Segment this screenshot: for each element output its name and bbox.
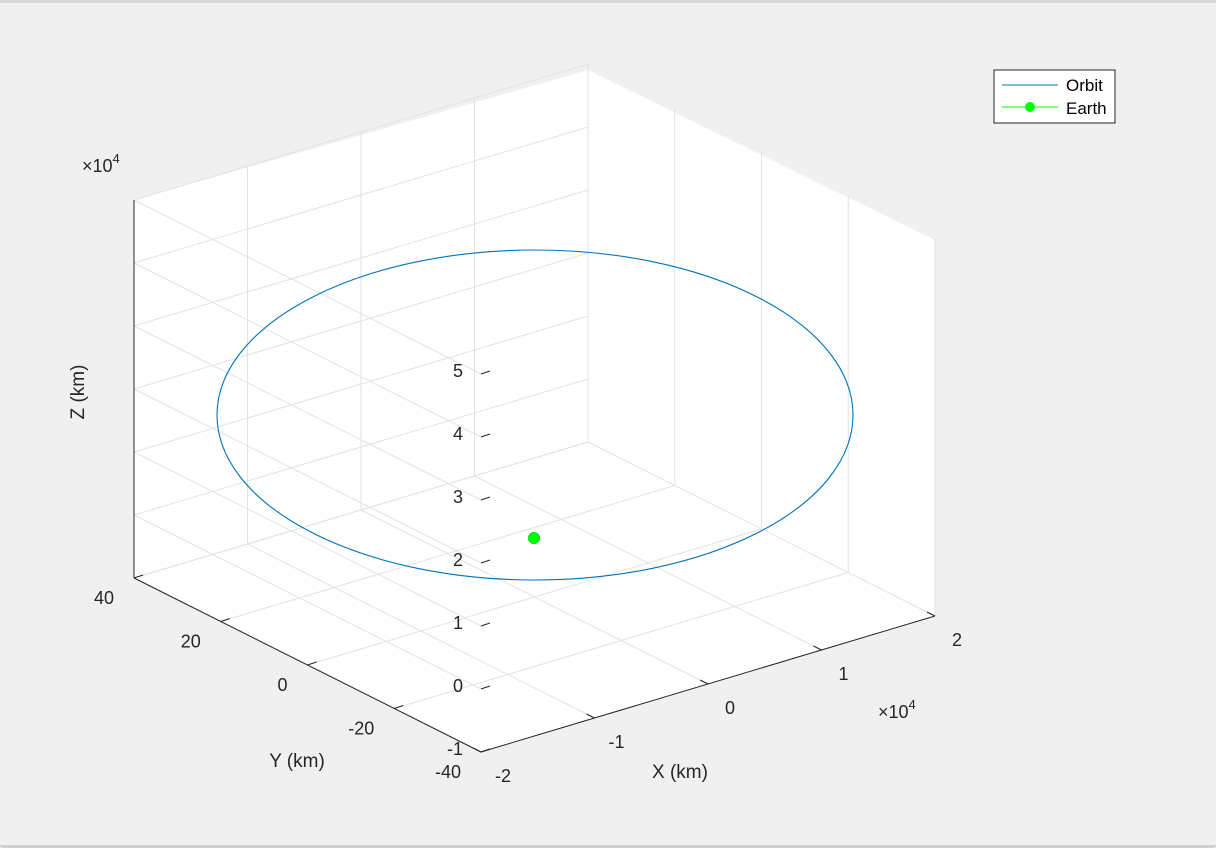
grid-line-y-floor — [220, 485, 675, 622]
z-tick-label: -1 — [447, 739, 463, 759]
y-tick-label: 40 — [94, 588, 114, 608]
y-tick-label: 0 — [277, 675, 287, 695]
z-tick-label: 3 — [453, 487, 463, 507]
z-tick-mark — [480, 748, 491, 753]
legend-orbit-label: Orbit — [1066, 76, 1103, 95]
grid-line-z-left — [133, 325, 482, 501]
z-tick-label: 4 — [453, 424, 463, 444]
grid-line-y-floor — [394, 572, 849, 709]
grid-line-z-right — [133, 252, 589, 390]
y-tick-label: 20 — [181, 632, 201, 652]
z-tick-label: 5 — [453, 361, 463, 381]
window-bottom-border — [0, 845, 1216, 848]
legend-earth-marker — [1025, 102, 1035, 112]
x-tick-mark — [472, 747, 482, 753]
x-tick-label: -2 — [495, 766, 511, 786]
legend-box — [993, 69, 1116, 124]
tick-labels: -2 -1 0 1 2 -40 -20 0 20 40 -1 0 1 2 3 4 5 — [94, 361, 962, 786]
z-axis-label: Z (km) — [68, 365, 89, 420]
grid-line-z-right — [133, 63, 589, 201]
x-exponent-label: ×104 — [878, 697, 916, 722]
x-tick-mark — [813, 645, 822, 651]
x-tick-mark — [926, 611, 936, 617]
series-earth-point[interactable] — [528, 532, 540, 544]
x-tick-mark — [586, 713, 595, 719]
z-tick-mark — [480, 622, 491, 627]
y-tick-label: -40 — [435, 762, 461, 782]
grid-line-z-left — [133, 199, 482, 375]
grid-line-z-right — [133, 126, 589, 264]
grid-line-z-left — [133, 388, 482, 564]
y-tick-mark — [133, 574, 144, 579]
grid-line-z-right — [133, 441, 589, 579]
y-tick-mark — [220, 618, 230, 622]
grid-line-z-right — [133, 315, 589, 453]
y-tick-mark — [394, 705, 404, 709]
z-tick-label: 2 — [453, 550, 463, 570]
grid-line-z-left — [133, 262, 482, 438]
tick-marks — [133, 370, 936, 753]
y-axis-label: Y (km) — [269, 751, 325, 772]
z-tick-label: 0 — [453, 676, 463, 696]
legend-earth-label: Earth — [1066, 99, 1107, 118]
axes-panes — [134, 70, 935, 752]
z-tick-mark — [480, 496, 491, 501]
x-tick-label: -1 — [608, 732, 624, 752]
z-tick-mark — [480, 370, 491, 375]
z-tick-mark — [480, 559, 491, 564]
y-tick-label: -20 — [348, 719, 374, 739]
grid-line-z-left — [133, 451, 482, 627]
x-tick-label: 1 — [838, 664, 848, 684]
x-tick-mark — [699, 679, 709, 685]
grid-line-z-left — [133, 514, 482, 690]
grid-line-y-floor — [307, 528, 762, 666]
z-tick-mark — [480, 433, 491, 438]
y-tick-mark — [307, 661, 317, 666]
z-tick-mark — [480, 685, 491, 690]
legend[interactable]: Orbit Earth — [993, 69, 1116, 124]
x-tick-label: 2 — [952, 630, 962, 650]
window-top-border — [0, 0, 1216, 3]
grid-line-z-right — [133, 378, 589, 516]
z-tick-label: 1 — [453, 613, 463, 633]
series-orbit-line[interactable] — [216, 249, 854, 581]
x-tick-label: 0 — [725, 698, 735, 718]
z-exponent-label: ×104 — [82, 151, 120, 176]
grid-lines — [133, 63, 936, 753]
x-axis-label: X (km) — [652, 762, 708, 783]
grid-line-z-right — [133, 189, 589, 327]
